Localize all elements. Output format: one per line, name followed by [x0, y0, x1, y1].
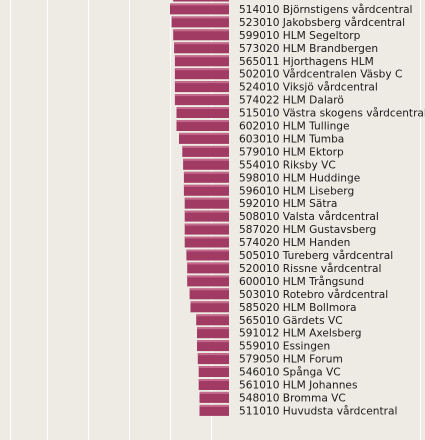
- bar: [174, 55, 229, 67]
- category-label: 574022 HLM Dalarö: [239, 95, 344, 107]
- bar: [184, 223, 229, 235]
- category-label: 559010 Essingen: [239, 341, 330, 353]
- bar-highlight: [174, 94, 229, 97]
- category-label: 573020 HLM Brandbergen: [239, 43, 378, 55]
- bar-highlight: [184, 197, 229, 200]
- bar: [186, 249, 229, 261]
- bar: [189, 288, 229, 300]
- category-label: 587020 HLM Gustavsberg: [239, 224, 376, 236]
- bar-highlight: [197, 340, 229, 343]
- category-label: 511010 Huvudsta vårdcentral: [239, 404, 397, 417]
- bar: [174, 81, 229, 93]
- category-label: 554010 Riksby VC: [239, 159, 336, 171]
- bar: [171, 16, 229, 28]
- bar: [196, 314, 229, 326]
- bar: [187, 262, 229, 274]
- bar-highlight: [184, 210, 229, 213]
- category-label: 585020 HLM Bollmora: [239, 302, 356, 314]
- category-label: 596010 HLM Liseberg: [239, 185, 354, 197]
- bar-highlight: [183, 184, 229, 187]
- category-label: 502010 Vårdcentralen Väsby C: [239, 68, 402, 81]
- category-label: 523010 Jakobsberg vårdcentral: [239, 16, 405, 29]
- bar-highlight: [184, 236, 229, 239]
- bar-highlight: [171, 16, 229, 19]
- bar-highlight: [174, 68, 229, 71]
- category-label: 600010 HLM Trångsund: [239, 275, 364, 288]
- bar-highlight: [173, 29, 229, 32]
- bar-highlight: [174, 81, 229, 84]
- bar: [183, 171, 229, 183]
- bar: [190, 301, 229, 313]
- bar: [184, 210, 229, 222]
- bar-highlight: [174, 55, 229, 58]
- bar-highlight: [199, 404, 229, 407]
- bar: [170, 3, 229, 15]
- bar: [173, 0, 229, 2]
- bar-highlight: [196, 314, 229, 317]
- category-label: 503010 Rotebro vårdcentral: [239, 288, 388, 301]
- category-label: 508010 Valsta vårdcentral: [239, 210, 379, 223]
- bar-highlight: [197, 327, 229, 330]
- bar: [179, 132, 229, 144]
- bar-highlight: [198, 379, 229, 381]
- bar-highlight: [199, 391, 229, 394]
- bar-highlight: [187, 275, 229, 278]
- bar: [187, 275, 229, 287]
- bar-highlight: [198, 366, 229, 368]
- category-label: 515010 Västra skogens vårdcentral: [239, 107, 425, 120]
- bar-highlight: [183, 171, 229, 174]
- bar: [183, 158, 229, 170]
- bar: [199, 404, 229, 416]
- category-label: 579010 HLM Ektorp: [239, 146, 344, 158]
- bar: [173, 29, 229, 41]
- category-label: 565011 Hjorthagens HLM: [239, 56, 374, 68]
- bar: [174, 42, 229, 54]
- category-label: 591012 HLM Axelsberg: [239, 328, 362, 340]
- bar: [176, 107, 229, 118]
- category-label: 561010 HLM Johannes: [239, 380, 357, 392]
- category-label: 603010 HLM Tumba: [239, 133, 344, 145]
- category-label: 546010 Spånga VC: [239, 366, 341, 379]
- bar-highlight: [197, 353, 229, 356]
- category-label: 565010 Gärdets VC: [239, 315, 343, 327]
- bar-highlight: [182, 145, 229, 148]
- bar-highlight: [176, 107, 229, 109]
- category-label: 520010 Rissne vårdcentral: [239, 262, 381, 275]
- bar-highlight: [184, 223, 229, 226]
- bar: [184, 236, 229, 248]
- bar: [184, 197, 229, 209]
- bar: [176, 120, 229, 131]
- category-label: 505010 Tureberg vårdcentral: [239, 249, 393, 262]
- bar-highlight: [190, 301, 229, 304]
- category-label: 592010 HLM Sätra: [239, 198, 337, 210]
- bar-highlight: [170, 3, 229, 6]
- bar: [174, 94, 229, 106]
- category-label: 524010 Viksjö vårdcentral: [239, 81, 378, 94]
- category-label: 602010 HLM Tullinge: [239, 121, 350, 133]
- category-label: 574020 HLM Handen: [239, 237, 350, 249]
- bar: [199, 391, 229, 403]
- bar: [198, 366, 229, 377]
- category-label: 579050 HLM Forum: [239, 354, 343, 366]
- bar-highlight: [179, 132, 229, 135]
- bar-highlight: [174, 42, 229, 45]
- bar: [174, 68, 229, 80]
- category-label: 599010 HLM Segeltorp: [239, 30, 361, 42]
- bar: [198, 379, 229, 390]
- category-label: 598010 HLM Huddinge: [239, 172, 360, 184]
- category-label: 514010 Björnstigens vårdcentral: [239, 3, 413, 16]
- bar: [197, 353, 229, 365]
- bar-highlight: [187, 262, 229, 265]
- bar-highlight: [183, 158, 229, 161]
- bar: [197, 340, 229, 352]
- bar: [183, 184, 229, 196]
- bar: [197, 327, 229, 339]
- category-label: 548010 Bromma VC: [239, 392, 346, 404]
- bar: [182, 145, 229, 157]
- bar-highlight: [186, 249, 229, 252]
- bar-highlight: [189, 288, 229, 291]
- bar-highlight: [176, 120, 229, 122]
